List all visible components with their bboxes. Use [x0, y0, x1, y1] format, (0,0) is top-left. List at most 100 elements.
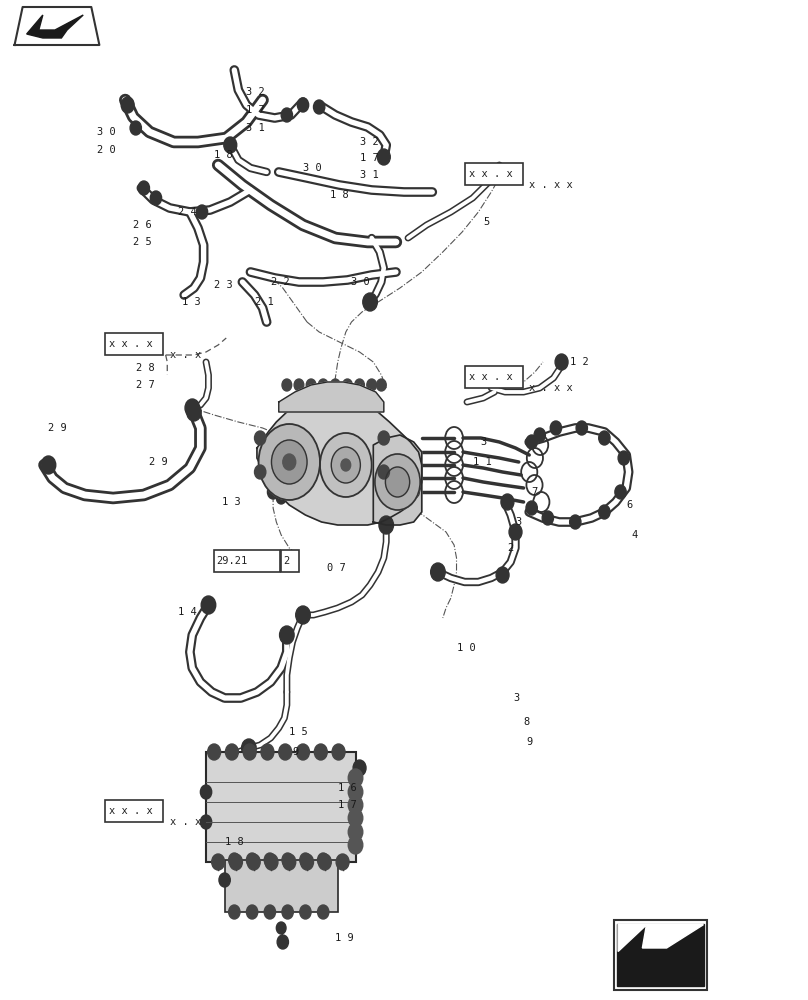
Circle shape — [276, 492, 286, 504]
Circle shape — [264, 853, 276, 867]
Circle shape — [224, 137, 237, 153]
Text: 1 6: 1 6 — [338, 783, 356, 793]
Circle shape — [363, 293, 377, 311]
Circle shape — [526, 501, 537, 515]
Circle shape — [526, 435, 537, 449]
Circle shape — [261, 744, 274, 760]
Circle shape — [318, 853, 329, 867]
Text: 2 9: 2 9 — [149, 457, 168, 467]
Bar — [206, 752, 356, 862]
Circle shape — [201, 596, 216, 614]
Text: 3 0: 3 0 — [303, 163, 322, 173]
Circle shape — [375, 454, 420, 510]
Circle shape — [296, 606, 310, 624]
Circle shape — [367, 379, 377, 391]
Polygon shape — [617, 924, 704, 986]
Text: 1 8: 1 8 — [214, 150, 233, 160]
Circle shape — [431, 563, 445, 581]
Circle shape — [247, 854, 260, 870]
Text: 1 0: 1 0 — [457, 643, 475, 653]
Text: 1 8: 1 8 — [330, 190, 348, 200]
Text: 1 9: 1 9 — [335, 933, 354, 943]
Circle shape — [348, 823, 363, 841]
Circle shape — [280, 626, 294, 644]
Circle shape — [277, 935, 288, 949]
Circle shape — [618, 451, 629, 465]
Text: 1 7: 1 7 — [360, 153, 378, 163]
Circle shape — [41, 456, 56, 474]
Circle shape — [314, 744, 327, 760]
Circle shape — [330, 379, 340, 391]
Text: x x . x: x x . x — [109, 339, 153, 349]
Circle shape — [615, 485, 626, 499]
Circle shape — [282, 905, 293, 919]
Bar — [281, 550, 299, 572]
Circle shape — [318, 379, 328, 391]
Text: 3 1: 3 1 — [246, 123, 265, 133]
Circle shape — [341, 459, 351, 471]
Circle shape — [378, 431, 389, 445]
Circle shape — [121, 97, 134, 113]
Text: 1 1: 1 1 — [473, 457, 491, 467]
Circle shape — [225, 744, 238, 760]
Circle shape — [318, 854, 331, 870]
Text: 1 3: 1 3 — [182, 297, 200, 307]
Circle shape — [501, 494, 514, 510]
Text: 3 2: 3 2 — [246, 87, 265, 97]
Circle shape — [301, 854, 314, 870]
Text: 0 7: 0 7 — [327, 563, 346, 573]
Circle shape — [187, 403, 201, 421]
Circle shape — [576, 421, 587, 435]
Circle shape — [212, 854, 225, 870]
Circle shape — [130, 121, 141, 135]
Text: x x . x: x x . x — [469, 372, 512, 382]
Circle shape — [246, 853, 258, 867]
Circle shape — [276, 922, 286, 934]
Circle shape — [534, 428, 545, 442]
Text: 2 4: 2 4 — [178, 207, 196, 217]
Circle shape — [200, 785, 212, 799]
Circle shape — [332, 744, 345, 760]
Circle shape — [355, 379, 364, 391]
Circle shape — [550, 421, 562, 435]
Text: 9: 9 — [527, 737, 533, 747]
Circle shape — [200, 815, 212, 829]
Circle shape — [348, 796, 363, 814]
Text: 1 7: 1 7 — [246, 105, 265, 115]
Text: 2: 2 — [507, 543, 514, 553]
Text: 1 3: 1 3 — [222, 497, 241, 507]
Circle shape — [242, 739, 256, 757]
Text: 2 3: 2 3 — [214, 280, 233, 290]
Circle shape — [294, 379, 304, 391]
Circle shape — [282, 379, 292, 391]
Circle shape — [255, 465, 266, 479]
Polygon shape — [15, 7, 99, 45]
Circle shape — [379, 516, 393, 534]
Circle shape — [300, 853, 311, 867]
Circle shape — [509, 524, 522, 540]
Circle shape — [348, 809, 363, 827]
Circle shape — [599, 505, 610, 519]
Bar — [614, 920, 707, 990]
Circle shape — [306, 379, 316, 391]
Text: x . x x: x . x x — [529, 180, 573, 190]
Circle shape — [318, 905, 329, 919]
Bar — [105, 333, 163, 355]
Circle shape — [246, 905, 258, 919]
Text: 4: 4 — [632, 530, 638, 540]
Circle shape — [267, 485, 279, 499]
Circle shape — [300, 905, 311, 919]
Text: x x . x: x x . x — [109, 806, 153, 816]
Text: 1 8: 1 8 — [225, 837, 243, 847]
Circle shape — [348, 783, 363, 801]
Circle shape — [542, 511, 553, 525]
Circle shape — [283, 854, 296, 870]
Circle shape — [243, 744, 256, 760]
Circle shape — [185, 399, 200, 417]
Circle shape — [385, 467, 410, 497]
Circle shape — [570, 515, 581, 529]
Bar — [214, 550, 280, 572]
Text: 2 6: 2 6 — [133, 220, 152, 230]
Text: 1 2: 1 2 — [570, 357, 588, 367]
Text: 5: 5 — [483, 217, 490, 227]
